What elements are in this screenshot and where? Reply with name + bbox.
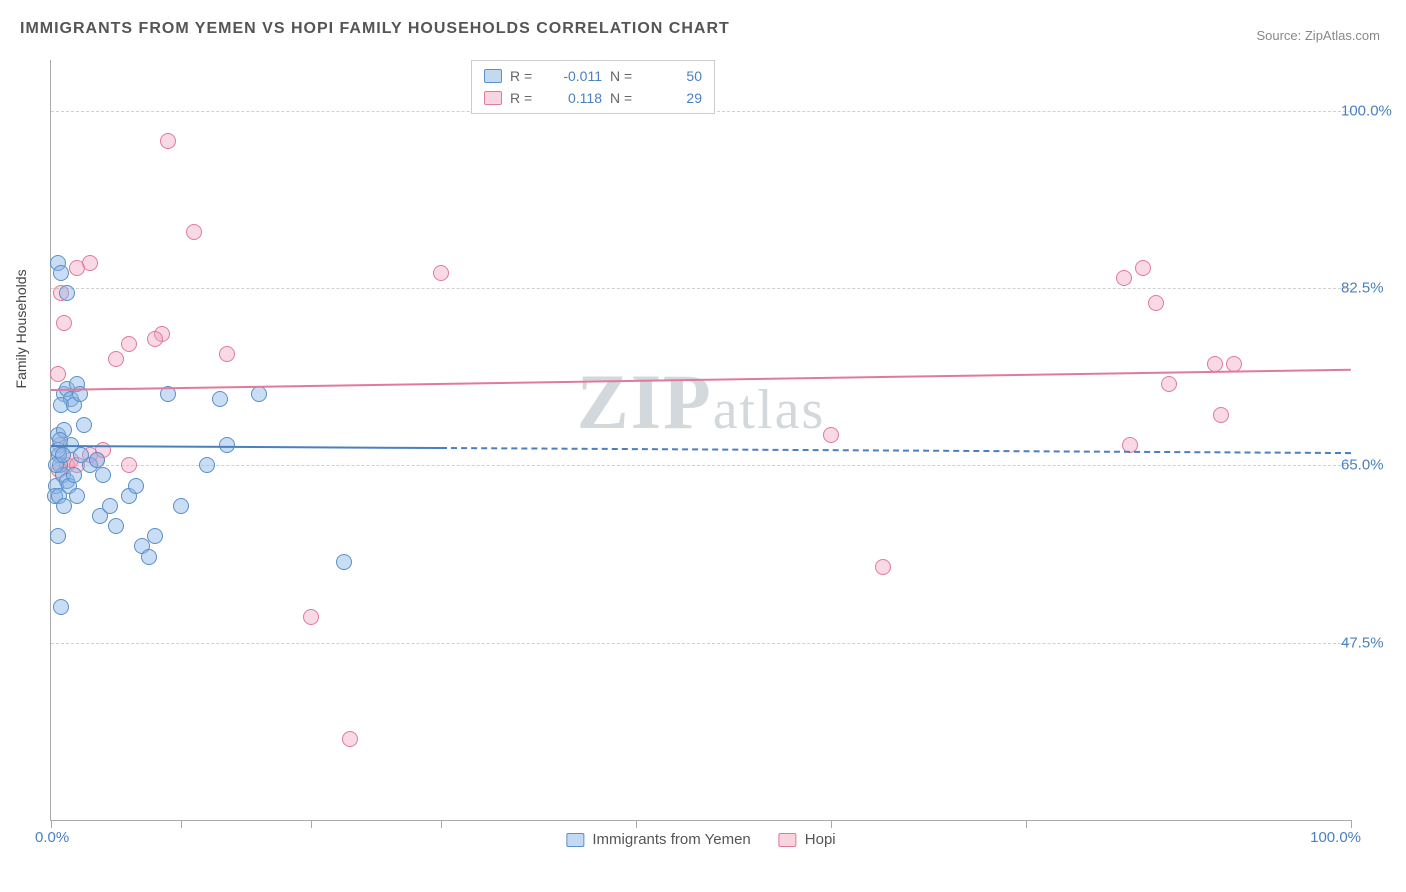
- data-point: [342, 731, 358, 747]
- data-point: [121, 457, 137, 473]
- data-point: [53, 265, 69, 281]
- legend-yemen-n: 50: [650, 68, 702, 84]
- source-name: ZipAtlas.com: [1305, 28, 1380, 43]
- gridline: [51, 288, 1351, 289]
- y-tick-label: 82.5%: [1341, 280, 1401, 297]
- chart-title: IMMIGRANTS FROM YEMEN VS HOPI FAMILY HOU…: [20, 20, 730, 38]
- data-point: [128, 478, 144, 494]
- data-point: [1161, 376, 1177, 392]
- data-point: [59, 285, 75, 301]
- x-axis-label-max: 100.0%: [1310, 829, 1361, 846]
- legend-row-yemen: R = -0.011 N = 50: [484, 65, 702, 87]
- data-point: [160, 133, 176, 149]
- data-point: [76, 417, 92, 433]
- y-tick-label: 65.0%: [1341, 457, 1401, 474]
- legend-r-label: R =: [510, 68, 542, 84]
- data-point: [147, 331, 163, 347]
- data-point: [56, 315, 72, 331]
- legend-item-yemen: Immigrants from Yemen: [566, 831, 750, 848]
- data-point: [121, 336, 137, 352]
- x-tick: [831, 820, 832, 828]
- data-point: [433, 265, 449, 281]
- trendline: [51, 369, 1351, 391]
- data-point: [251, 386, 267, 402]
- data-point: [1135, 260, 1151, 276]
- data-point: [875, 559, 891, 575]
- y-tick-label: 47.5%: [1341, 634, 1401, 651]
- gridline: [51, 643, 1351, 644]
- swatch-yemen-icon: [484, 69, 502, 83]
- legend-hopi-label: Hopi: [805, 831, 836, 848]
- legend-row-hopi: R = 0.118 N = 29: [484, 87, 702, 109]
- legend-yemen-r: -0.011: [550, 68, 602, 84]
- data-point: [55, 447, 71, 463]
- x-tick: [1351, 820, 1352, 828]
- data-point: [50, 528, 66, 544]
- data-point: [212, 391, 228, 407]
- data-point: [219, 346, 235, 362]
- watermark-light: atlas: [713, 379, 826, 441]
- data-point: [53, 599, 69, 615]
- legend-r-label-2: R =: [510, 90, 542, 106]
- data-point: [1213, 407, 1229, 423]
- gridline: [51, 465, 1351, 466]
- data-point: [336, 554, 352, 570]
- legend-n-label-2: N =: [610, 90, 642, 106]
- data-point: [186, 224, 202, 240]
- data-point: [95, 467, 111, 483]
- swatch-hopi-icon: [484, 91, 502, 105]
- data-point: [173, 498, 189, 514]
- legend-hopi-n: 29: [650, 90, 702, 106]
- legend-n-label: N =: [610, 68, 642, 84]
- data-point: [141, 549, 157, 565]
- watermark: ZIPatlas: [577, 357, 826, 447]
- swatch-yemen-icon-2: [566, 833, 584, 847]
- data-point: [66, 467, 82, 483]
- x-tick: [441, 820, 442, 828]
- source-attribution: Source: ZipAtlas.com: [1256, 28, 1380, 43]
- data-point: [102, 498, 118, 514]
- y-axis-title: Family Households: [13, 269, 29, 388]
- data-point: [69, 488, 85, 504]
- trendline: [441, 447, 1351, 454]
- data-point: [199, 457, 215, 473]
- correlation-legend: R = -0.011 N = 50 R = 0.118 N = 29: [471, 60, 715, 114]
- data-point: [73, 447, 89, 463]
- source-prefix: Source:: [1256, 28, 1304, 43]
- legend-hopi-r: 0.118: [550, 90, 602, 106]
- data-point: [1116, 270, 1132, 286]
- legend-item-hopi: Hopi: [779, 831, 836, 848]
- x-tick: [51, 820, 52, 828]
- data-point: [147, 528, 163, 544]
- data-point: [50, 366, 66, 382]
- data-point: [89, 452, 105, 468]
- x-tick: [1026, 820, 1027, 828]
- series-legend: Immigrants from Yemen Hopi: [566, 831, 835, 848]
- swatch-hopi-icon-2: [779, 833, 797, 847]
- plot-area: Family Households ZIPatlas 47.5%65.0%82.…: [50, 60, 1351, 821]
- data-point: [1207, 356, 1223, 372]
- y-tick-label: 100.0%: [1341, 102, 1401, 119]
- data-point: [823, 427, 839, 443]
- x-tick: [181, 820, 182, 828]
- legend-yemen-label: Immigrants from Yemen: [592, 831, 750, 848]
- x-tick: [636, 820, 637, 828]
- x-tick: [311, 820, 312, 828]
- data-point: [82, 255, 98, 271]
- data-point: [108, 518, 124, 534]
- data-point: [1148, 295, 1164, 311]
- x-axis-label-min: 0.0%: [35, 829, 69, 846]
- data-point: [303, 609, 319, 625]
- data-point: [108, 351, 124, 367]
- watermark-bold: ZIP: [577, 358, 713, 445]
